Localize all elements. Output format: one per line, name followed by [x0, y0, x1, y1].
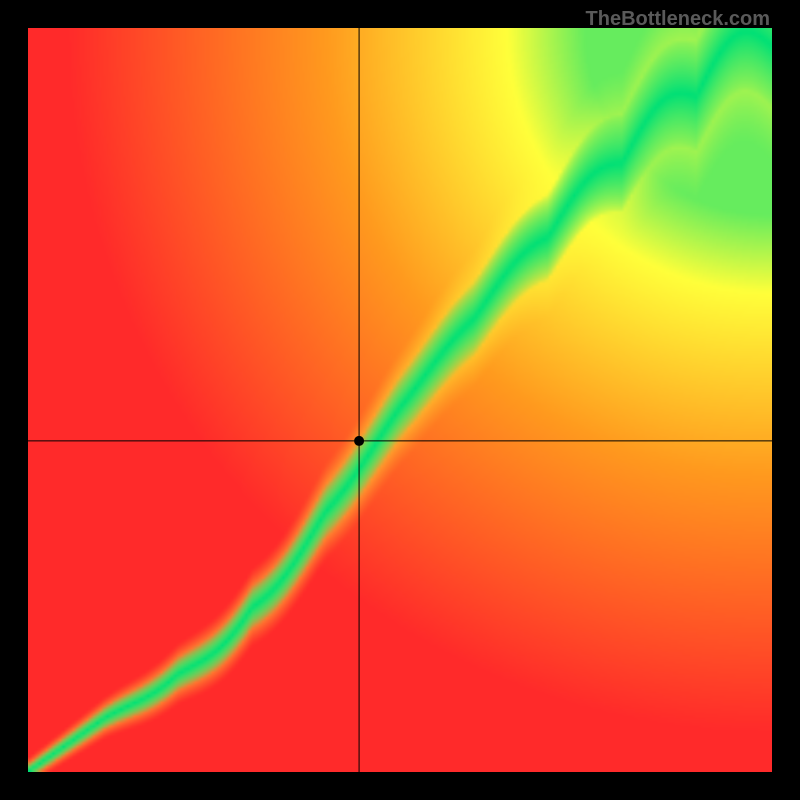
bottleneck-heatmap-chart: [0, 0, 800, 800]
crosshair-marker: [354, 436, 364, 446]
watermark-label: TheBottleneck.com: [586, 8, 770, 31]
heatmap-raster: [28, 28, 772, 772]
